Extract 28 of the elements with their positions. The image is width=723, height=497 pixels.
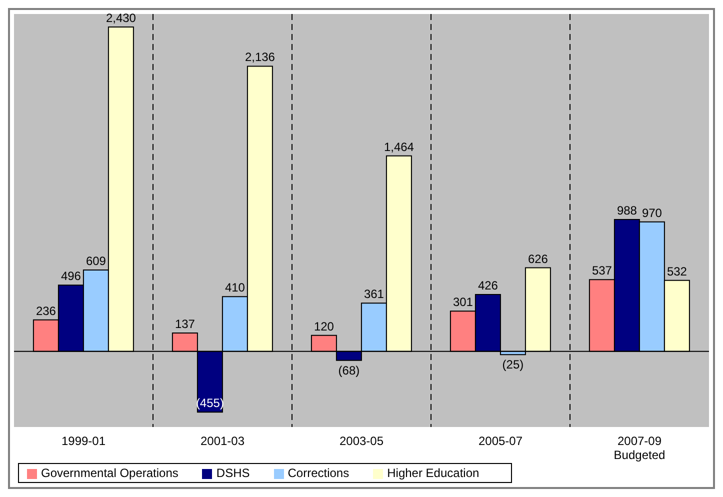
legend-label: Corrections xyxy=(288,466,350,480)
data-label: 609 xyxy=(86,254,106,268)
data-label: 137 xyxy=(174,317,196,332)
data-label: 361 xyxy=(364,287,384,302)
data-label: 410 xyxy=(224,280,246,295)
x-tick-label: 1999-01 xyxy=(61,434,106,448)
data-label: 236 xyxy=(36,304,56,318)
data-label: 496 xyxy=(60,269,82,284)
x-tick-label: 2007-09 Budgeted xyxy=(614,434,666,462)
data-label: (68) xyxy=(338,363,360,378)
x-tick-label: 2003-05 xyxy=(339,434,384,448)
data-label: 2,136 xyxy=(244,50,276,64)
data-label: 970 xyxy=(642,206,662,220)
data-label: 626 xyxy=(528,252,548,266)
data-label: 426 xyxy=(478,278,498,292)
data-label: 2,430 xyxy=(106,10,136,25)
data-label: 1,464 xyxy=(384,140,414,154)
data-label: 988 xyxy=(616,203,638,218)
x-tick-label: 2005-07 xyxy=(478,434,523,448)
legend-label: Governmental Operations xyxy=(41,466,178,480)
data-label: 301 xyxy=(452,295,474,310)
data-label: 537 xyxy=(592,264,612,278)
legend-label: Higher Education xyxy=(387,466,480,480)
data-label: 532 xyxy=(666,264,688,278)
data-label: (25) xyxy=(502,358,524,372)
x-tick-label: 2001-03 xyxy=(200,434,245,448)
data-label: 120 xyxy=(314,319,334,334)
legend-label: DSHS xyxy=(216,466,250,480)
